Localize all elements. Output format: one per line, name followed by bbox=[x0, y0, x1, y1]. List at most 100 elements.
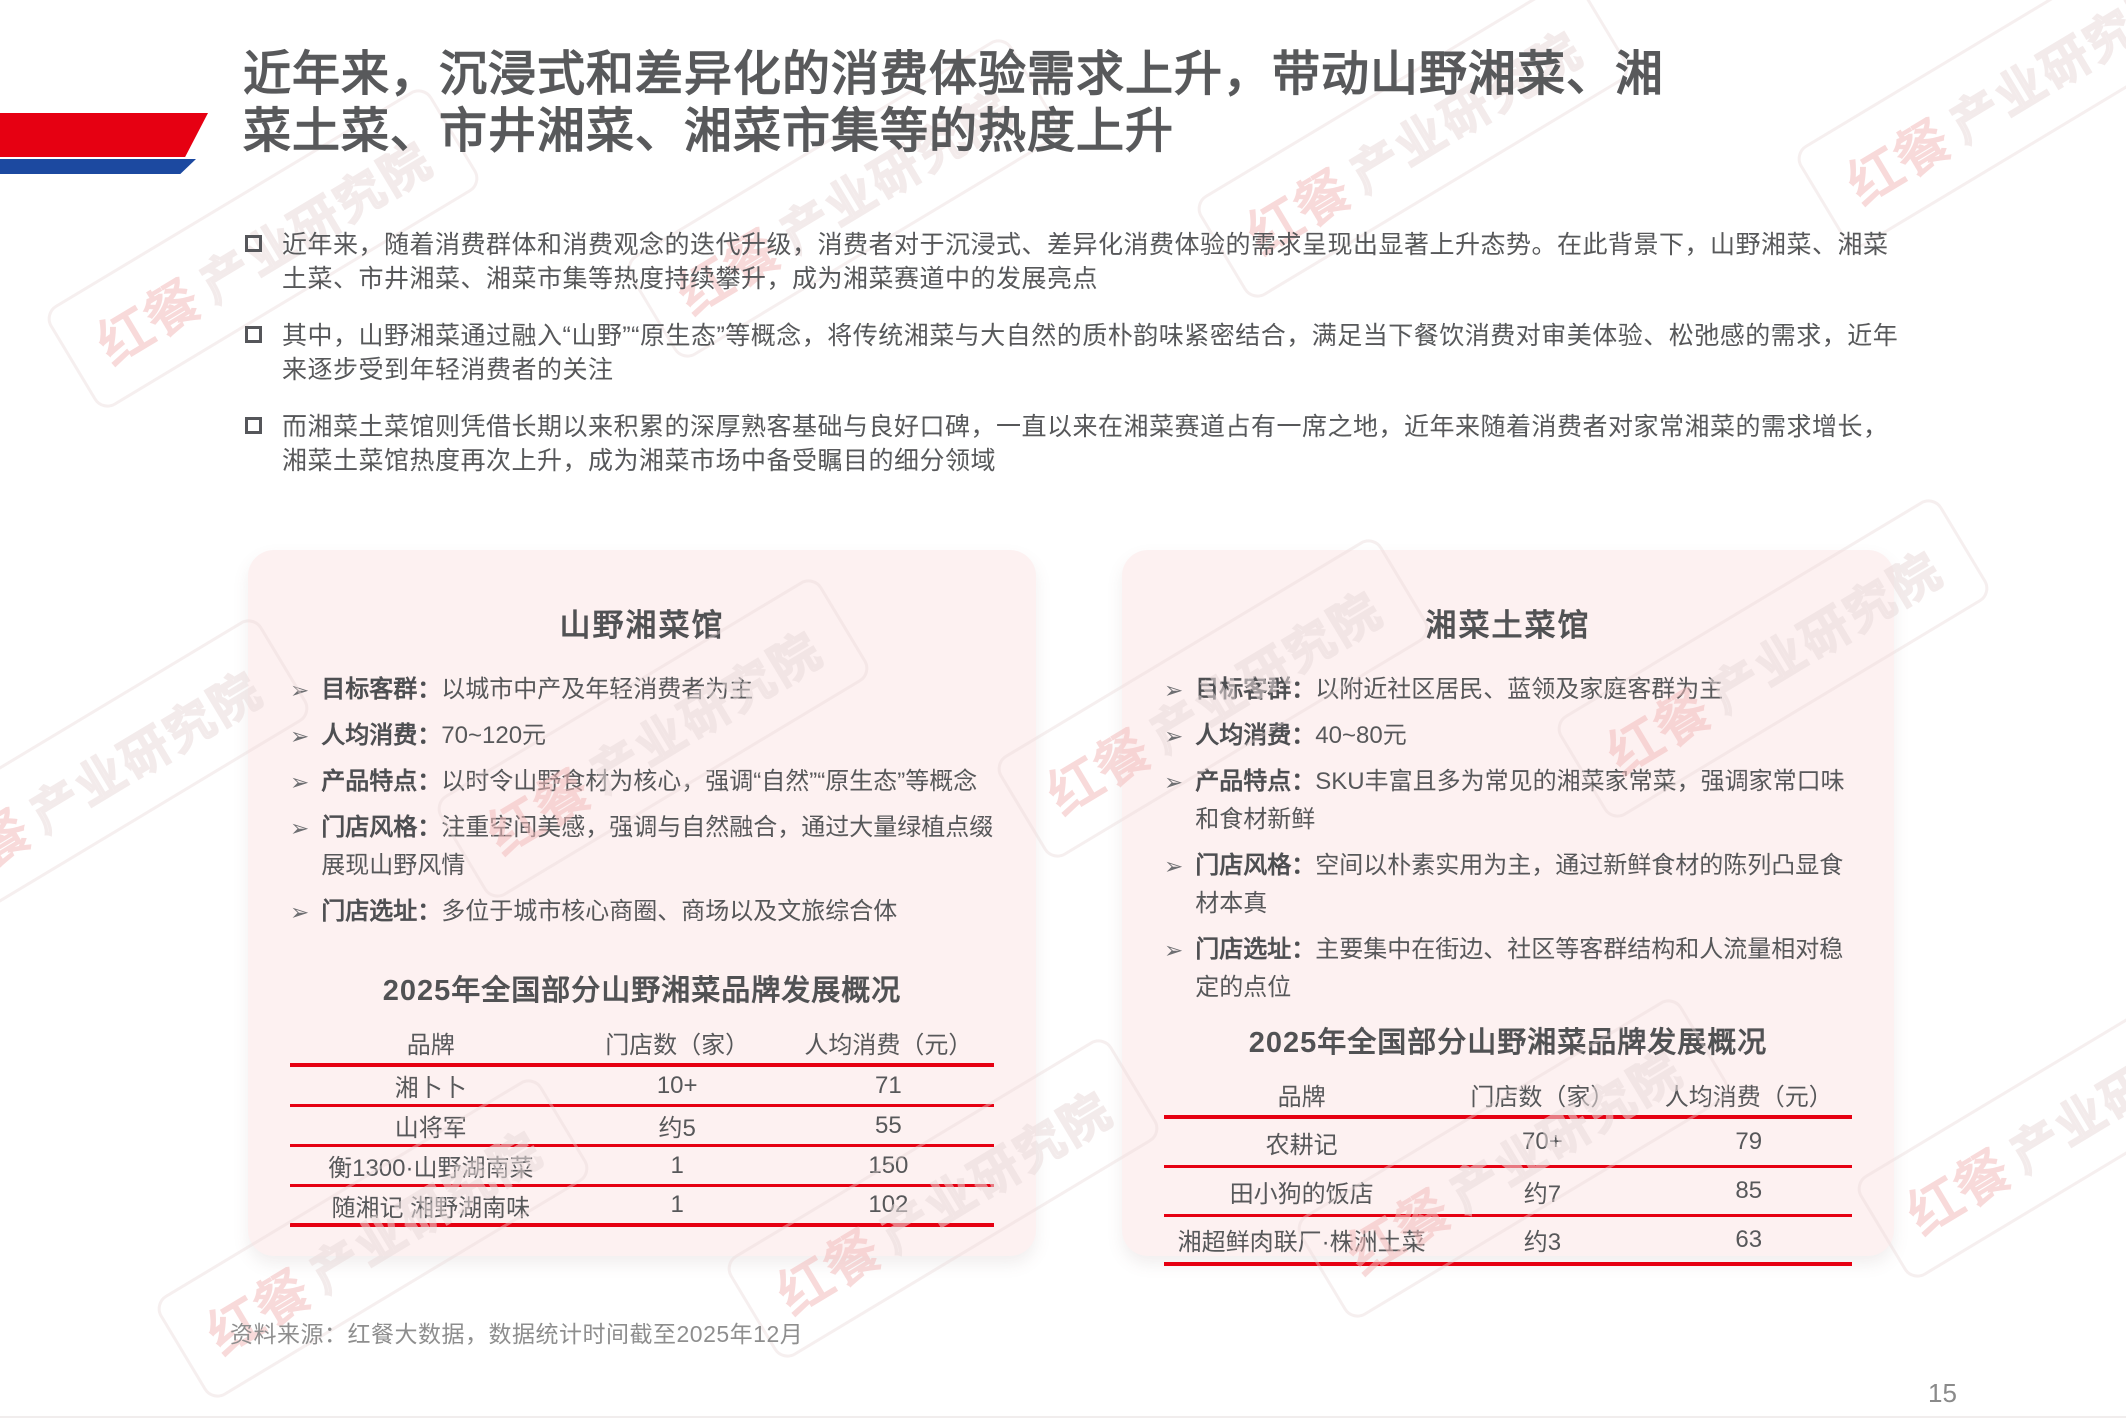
arrow-bullet-icon: ➢ bbox=[1164, 769, 1184, 795]
card-item-text: 产品特点：SKU丰富且多为常见的湘菜家常菜，强调家常口味和食材新鲜 bbox=[1195, 763, 1852, 839]
card-shanye-xiangcai: 山野湘菜馆 ➢ 目标客群：以城市中产及年轻消费者为主 ➢ 人均消费：70~120… bbox=[248, 550, 1036, 1256]
table-row: 农耕记 70+ 79 bbox=[1164, 1119, 1852, 1168]
card-xiangcai-tucai: 湘菜土菜馆 ➢ 目标客群：以附近社区居民、蓝领及家庭客群为主 ➢ 人均消费：40… bbox=[1122, 550, 1894, 1266]
watermark-brand: 红餐 bbox=[197, 1259, 321, 1367]
bottom-divider bbox=[0, 1416, 2126, 1418]
card-item: ➢ 产品特点：SKU丰富且多为常见的湘菜家常菜，强调家常口味和食材新鲜 bbox=[1164, 763, 1852, 839]
table-row: 田小狗的饭店 约7 85 bbox=[1164, 1168, 1852, 1217]
table-header-row: 品牌 门店数（家） 人均消费（元） bbox=[290, 1021, 994, 1067]
key-point: 近年来，随着消费群体和消费观念的迭代升级，消费者对于沉浸式、差异化消费体验的需求… bbox=[245, 228, 1913, 296]
card-item-label: 门店风格： bbox=[1195, 852, 1316, 879]
table-cell: 随湘记 湘野湖南味 bbox=[331, 1194, 531, 1222]
page-title-line1: 近年来，沉浸式和差异化的消费体验需求上升，带动山野湘菜、湘 bbox=[243, 48, 1665, 101]
title-accent-stripe bbox=[0, 113, 208, 174]
card-item-label: 目标客群： bbox=[1195, 676, 1316, 703]
square-bullet-icon bbox=[245, 235, 262, 252]
table-header-cell: 人均消费（元） bbox=[804, 1031, 973, 1059]
table-cell: 湘卜卜 bbox=[394, 1075, 467, 1102]
card-item-value: 空间以朴素实用为主，通过新鲜食材的陈列凸显食材本真 bbox=[1195, 852, 1844, 917]
card-content: 湘菜土菜馆 ➢ 目标客群：以附近社区居民、蓝领及家庭客群为主 ➢ 人均消费：40… bbox=[1122, 550, 1894, 1266]
card-item-value: 40~80元 bbox=[1315, 722, 1407, 749]
table-cell: 约7 bbox=[1523, 1180, 1562, 1208]
watermark-brand: 红餐 bbox=[87, 269, 211, 377]
square-bullet-icon bbox=[245, 417, 262, 434]
table-header-row: 品牌 门店数（家） 人均消费（元） bbox=[1164, 1073, 1852, 1119]
card-item: ➢ 产品特点：以时令山野食材为核心，强调“自然”“原生态”等概念 bbox=[290, 763, 994, 801]
table-cell: 1 bbox=[670, 1151, 684, 1179]
card-item-text: 目标客群：以城市中产及年轻消费者为主 bbox=[321, 671, 753, 709]
card-content: 山野湘菜馆 ➢ 目标客群：以城市中产及年轻消费者为主 ➢ 人均消费：70~120… bbox=[248, 550, 1036, 1256]
table-cell: 85 bbox=[1735, 1177, 1763, 1204]
table-row: 湘卜卜 10+ 71 bbox=[290, 1067, 994, 1107]
card-item-text: 人均消费：40~80元 bbox=[1195, 717, 1406, 755]
table-header-cell: 品牌 bbox=[406, 1031, 455, 1059]
page-title-line2: 菜土菜、市井湘菜、湘菜市集等的热度上升 bbox=[243, 105, 1175, 158]
table-header-cell: 品牌 bbox=[1277, 1083, 1326, 1111]
arrow-bullet-icon: ➢ bbox=[1164, 677, 1184, 703]
arrow-bullet-icon: ➢ bbox=[290, 723, 310, 749]
card-item-value: 70~120元 bbox=[441, 722, 547, 749]
table-cell: 102 bbox=[868, 1191, 909, 1218]
arrow-bullet-icon: ➢ bbox=[290, 769, 310, 795]
card-item-value: 注重空间美感，强调与自然融合，通过大量绿植点缀展现山野风情 bbox=[321, 814, 994, 879]
arrow-bullet-icon: ➢ bbox=[1164, 853, 1184, 879]
card-item-text: 目标客群：以附近社区居民、蓝领及家庭客群为主 bbox=[1195, 671, 1723, 709]
watermark-name: 产业研究院 bbox=[21, 662, 273, 843]
arrow-bullet-icon: ➢ bbox=[290, 899, 310, 925]
card-item-list: ➢ 目标客群：以城市中产及年轻消费者为主 ➢ 人均消费：70~120元 ➢ 产品… bbox=[290, 671, 994, 931]
card-item-label: 门店选址： bbox=[1195, 936, 1316, 963]
card-item: ➢ 门店风格：注重空间美感，强调与自然融合，通过大量绿植点缀展现山野风情 bbox=[290, 809, 994, 885]
source-note: 资料来源：红餐大数据，数据统计时间截至2025年12月 bbox=[230, 1321, 804, 1347]
card-item: ➢ 目标客群：以附近社区居民、蓝领及家庭客群为主 bbox=[1164, 671, 1852, 709]
table-row: 湘超鲜肉联厂·株洲土菜 约3 63 bbox=[1164, 1217, 1852, 1266]
table-cell: 1 bbox=[670, 1191, 684, 1218]
brand-table: 品牌 门店数（家） 人均消费（元） 湘卜卜 10+ 71 山将军 约5 55 衡… bbox=[290, 1021, 994, 1227]
card-item-label: 人均消费： bbox=[321, 722, 442, 749]
arrow-bullet-icon: ➢ bbox=[1164, 937, 1184, 963]
accent-blue-bar bbox=[0, 159, 196, 174]
card-item-label: 门店风格： bbox=[321, 814, 442, 841]
arrow-bullet-icon: ➢ bbox=[290, 815, 310, 841]
arrow-bullet-icon: ➢ bbox=[290, 677, 310, 703]
card-heading: 湘菜土菜馆 bbox=[1425, 608, 1591, 643]
card-item-text: 门店风格：空间以朴素实用为主，通过新鲜食材的陈列凸显食材本真 bbox=[1195, 847, 1852, 923]
table-cell: 田小狗的饭店 bbox=[1229, 1180, 1374, 1208]
card-item-label: 人均消费： bbox=[1195, 722, 1316, 749]
card-item-value: 以时令山野食材为核心，强调“自然”“原生态”等概念 bbox=[441, 768, 978, 795]
card-item-list: ➢ 目标客群：以附近社区居民、蓝领及家庭客群为主 ➢ 人均消费：40~80元 ➢… bbox=[1164, 671, 1852, 1007]
card-item-text: 门店风格：注重空间美感，强调与自然融合，通过大量绿植点缀展现山野风情 bbox=[321, 809, 994, 885]
table-header-cell: 人均消费（元） bbox=[1664, 1083, 1833, 1111]
table-row: 衡1300·山野湖南菜 1 150 bbox=[290, 1147, 994, 1187]
card-item-value: 以城市中产及年轻消费者为主 bbox=[441, 676, 754, 703]
table-cell: 10+ bbox=[656, 1071, 698, 1099]
table-cell: 衡1300·山野湖南菜 bbox=[328, 1155, 534, 1182]
card-item-value: 以附近社区居民、蓝领及家庭客群为主 bbox=[1315, 676, 1724, 703]
card-item: ➢ 人均消费：70~120元 bbox=[290, 717, 994, 755]
card-item-text: 门店选址：主要集中在街边、社区等客群结构和人流量相对稳定的点位 bbox=[1195, 931, 1852, 1007]
arrow-bullet-icon: ➢ bbox=[1164, 723, 1184, 749]
watermark-name: 产业研究院 bbox=[1941, 0, 2126, 153]
table-cell: 山将军 bbox=[394, 1115, 467, 1142]
table-cell: 约5 bbox=[658, 1115, 696, 1142]
card-item-label: 产品特点： bbox=[1195, 768, 1316, 795]
card-item: ➢ 目标客群：以城市中产及年轻消费者为主 bbox=[290, 671, 994, 709]
watermark-brand: 红餐 bbox=[1897, 1139, 2021, 1247]
table-header-cell: 门店数（家） bbox=[605, 1031, 750, 1059]
card-item-label: 产品特点： bbox=[321, 768, 442, 795]
table-header-cell: 门店数（家） bbox=[1470, 1083, 1615, 1111]
table-title: 2025年全国部分山野湘菜品牌发展概况 bbox=[382, 975, 902, 1007]
card-item-text: 门店选址：多位于城市核心商圈、商场以及文旅综合体 bbox=[321, 893, 897, 931]
card-item-text: 产品特点：以时令山野食材为核心，强调“自然”“原生态”等概念 bbox=[321, 763, 977, 801]
watermark-brand: 红餐 bbox=[0, 799, 41, 907]
accent-red-bar bbox=[0, 113, 208, 157]
card-item-label: 目标客群： bbox=[321, 676, 442, 703]
card-item-value: SKU丰富且多为常见的湘菜家常菜，强调家常口味和食材新鲜 bbox=[1195, 768, 1845, 833]
page-number: 15 bbox=[1928, 1378, 1957, 1408]
table-cell: 70+ bbox=[1522, 1128, 1563, 1155]
table-row: 随湘记 湘野湖南味 1 102 bbox=[290, 1187, 994, 1227]
square-bullet-icon bbox=[245, 326, 262, 343]
table-cell: 湘超鲜肉联厂·株洲土菜 bbox=[1177, 1229, 1426, 1256]
brand-table: 品牌 门店数（家） 人均消费（元） 农耕记 70+ 79 田小狗的饭店 约7 8… bbox=[1164, 1073, 1852, 1266]
table-cell: 农耕记 bbox=[1265, 1131, 1338, 1159]
card-heading: 山野湘菜馆 bbox=[559, 608, 725, 643]
